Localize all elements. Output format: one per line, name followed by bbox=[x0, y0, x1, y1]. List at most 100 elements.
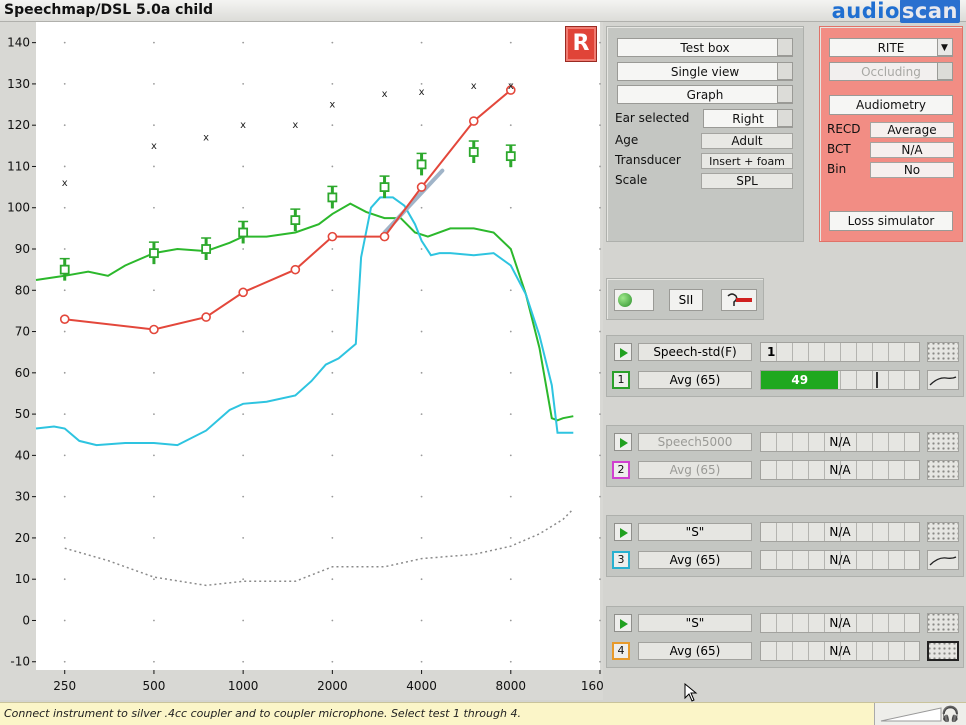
stimulus-meter-value: N/A bbox=[829, 525, 851, 539]
level-options-icon[interactable] bbox=[927, 460, 959, 480]
test-number-button[interactable]: 3 bbox=[612, 551, 630, 569]
feedback-button[interactable] bbox=[721, 289, 757, 311]
grid-dot bbox=[63, 165, 66, 168]
graph-button[interactable]: Graph bbox=[617, 85, 793, 104]
ucl-marker: x bbox=[240, 120, 246, 131]
stimulus-select[interactable]: Speech5000 bbox=[638, 433, 752, 451]
run-toggle-button[interactable] bbox=[614, 289, 654, 311]
audiometry-button[interactable]: Audiometry bbox=[829, 95, 953, 115]
grid-dot bbox=[599, 165, 601, 168]
speech-curve-cyan bbox=[35, 196, 574, 447]
threshold-point bbox=[505, 85, 516, 95]
status-message: Connect instrument to silver .4cc couple… bbox=[4, 707, 521, 720]
test-number-button[interactable]: 1 bbox=[612, 371, 630, 389]
grid-dot bbox=[420, 371, 423, 374]
grid-dot bbox=[599, 41, 601, 44]
stimulus-select[interactable]: Speech-std(F) bbox=[638, 343, 752, 361]
ear-side-badge[interactable]: R bbox=[565, 26, 597, 62]
level-select[interactable]: Avg (65) bbox=[638, 461, 752, 479]
grid-dot bbox=[242, 41, 245, 44]
grid-dot bbox=[242, 248, 245, 250]
grid-dot bbox=[420, 41, 423, 44]
grid-dot bbox=[242, 619, 245, 622]
sii-button[interactable]: SII bbox=[669, 289, 703, 311]
grid-dot bbox=[599, 578, 601, 581]
grid-dot bbox=[509, 413, 512, 416]
sii-target-mark bbox=[876, 372, 879, 388]
test-number-button[interactable]: 4 bbox=[612, 642, 630, 660]
sii-result-value: N/A bbox=[829, 644, 851, 658]
grid-dot bbox=[242, 371, 245, 374]
curve-options-icon[interactable] bbox=[927, 550, 959, 570]
grid-dot bbox=[242, 454, 245, 457]
grid-dot bbox=[63, 83, 66, 85]
grid-dot bbox=[153, 83, 155, 85]
grid-dot bbox=[242, 537, 245, 539]
stimulus-select[interactable]: "S" bbox=[638, 523, 752, 541]
stimulus-options-icon[interactable] bbox=[927, 613, 959, 633]
loss-simulator-button[interactable]: Loss simulator bbox=[829, 211, 953, 231]
grid-dot bbox=[599, 413, 601, 416]
level-select[interactable]: Avg (65) bbox=[638, 371, 752, 389]
target-point bbox=[416, 159, 427, 170]
ear-probe-icon bbox=[727, 293, 752, 306]
stimulus-meter: N/A bbox=[760, 522, 920, 542]
test-number-button[interactable]: 2 bbox=[612, 461, 630, 479]
volume-slider[interactable] bbox=[875, 703, 966, 725]
level-select[interactable]: Avg (65) bbox=[638, 642, 752, 660]
stimulus-select[interactable]: "S" bbox=[638, 614, 752, 632]
y-tick-label: 130 bbox=[7, 77, 30, 91]
grid-dot bbox=[63, 330, 66, 333]
ear-selected-select[interactable]: Right bbox=[703, 109, 793, 128]
play-stimulus-button[interactable] bbox=[614, 343, 632, 361]
grid-dot bbox=[242, 330, 245, 333]
threshold-point bbox=[327, 231, 338, 242]
hearing-aid-style-select[interactable]: RITE ▼ bbox=[829, 38, 953, 57]
y-tick-label: 70 bbox=[15, 325, 30, 339]
ucl-marker: x bbox=[203, 133, 209, 144]
grid-dot bbox=[331, 83, 334, 85]
sii-result-meter: N/A bbox=[760, 550, 920, 570]
grid-dot bbox=[63, 495, 66, 498]
grid-dot bbox=[242, 165, 245, 168]
grid-dot bbox=[153, 537, 155, 539]
play-stimulus-button[interactable] bbox=[614, 433, 632, 451]
sii-result-meter: N/A bbox=[760, 641, 920, 661]
target-point bbox=[59, 264, 70, 275]
curve-options-icon[interactable] bbox=[927, 370, 959, 390]
sii-result-value: N/A bbox=[829, 553, 851, 567]
x-tick-label: 16000 bbox=[581, 679, 603, 693]
grid-dot bbox=[420, 289, 423, 292]
level-select[interactable]: Avg (65) bbox=[638, 551, 752, 569]
x-tick-label: 4000 bbox=[406, 679, 437, 693]
grid-dot bbox=[63, 41, 66, 44]
ucl-marker: x bbox=[151, 141, 157, 152]
grid-dot bbox=[509, 41, 512, 44]
play-stimulus-button[interactable] bbox=[614, 614, 632, 632]
ucl-marker: x bbox=[292, 120, 298, 131]
stimulus-options-icon[interactable] bbox=[927, 342, 959, 362]
grid-dot bbox=[331, 413, 334, 416]
test-box-button[interactable]: Test box bbox=[617, 38, 793, 57]
play-stimulus-button[interactable] bbox=[614, 523, 632, 541]
y-tick-label: 80 bbox=[15, 283, 30, 297]
target-point bbox=[290, 215, 301, 226]
transducer-value: Insert + foam bbox=[701, 153, 793, 169]
threshold-point bbox=[149, 324, 159, 335]
grid-dot bbox=[331, 619, 334, 622]
single-view-button[interactable]: Single view bbox=[617, 62, 793, 81]
grid-dot bbox=[153, 454, 155, 457]
bct-label: BCT bbox=[827, 142, 851, 156]
stimulus-options-icon[interactable] bbox=[927, 522, 959, 542]
occluding-button[interactable]: Occluding bbox=[829, 62, 953, 81]
bin-value: No bbox=[870, 162, 954, 178]
grid-dot bbox=[242, 83, 245, 85]
y-tick-label: 30 bbox=[15, 490, 30, 504]
volume-control[interactable]: 🎧 bbox=[874, 703, 966, 725]
level-options-icon[interactable] bbox=[927, 641, 959, 661]
stimulus-options-icon[interactable] bbox=[927, 432, 959, 452]
grid-dot bbox=[331, 660, 334, 663]
grid-dot bbox=[331, 454, 334, 457]
grid-dot bbox=[599, 660, 601, 663]
